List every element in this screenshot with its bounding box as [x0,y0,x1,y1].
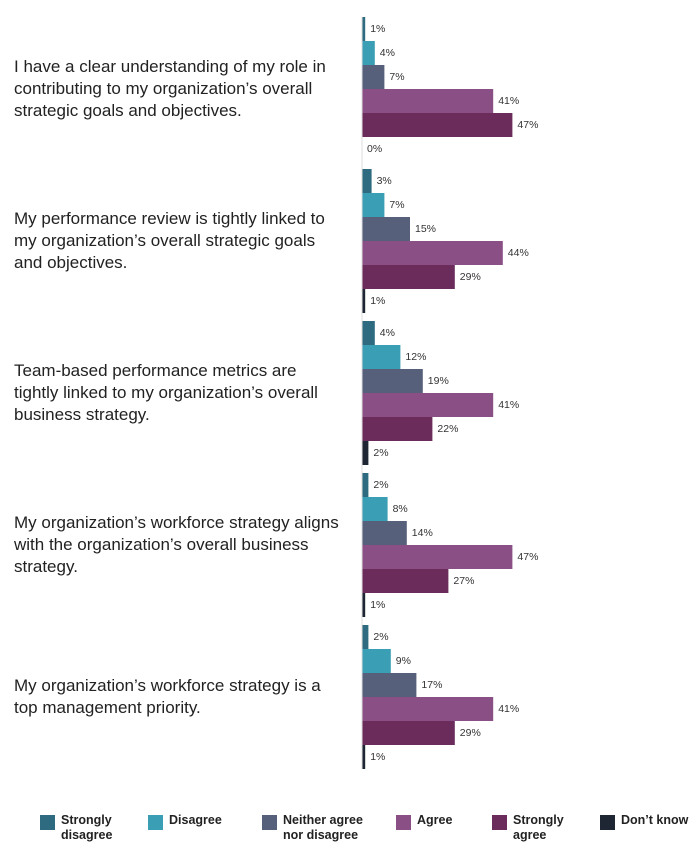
value-label: 41% [498,703,519,715]
value-label: 29% [460,727,481,739]
bar [362,673,417,697]
legend-label: Don’t know [621,813,689,827]
value-label: 8% [393,503,408,515]
bar [362,417,433,441]
bar [362,345,401,369]
bar [362,265,455,289]
value-label: 1% [370,23,385,35]
value-label: 27% [453,575,474,587]
value-label: 19% [428,375,449,387]
bar [362,593,366,617]
bar [362,321,375,345]
value-label: 44% [508,247,529,259]
legend-swatch [40,815,55,830]
bar [362,569,449,593]
value-label: 9% [396,655,411,667]
bar [362,113,513,137]
bar [362,649,391,673]
value-label: 47% [517,551,538,563]
value-label: 29% [460,271,481,283]
legend-label: Strongly agree [513,813,564,842]
value-label: 41% [498,95,519,107]
bar [362,545,513,569]
value-label: 14% [412,527,433,539]
value-label: 1% [370,599,385,611]
bar [362,393,494,417]
bar [362,473,369,497]
bar [362,89,494,113]
legend-swatch [148,815,163,830]
category-label: I have a clear understanding of my role … [14,57,326,120]
value-label: 17% [421,679,442,691]
value-label: 7% [389,199,404,211]
value-label: 0% [367,143,382,155]
bar [362,169,372,193]
bar [362,521,407,545]
bar [362,289,366,313]
bar [362,217,410,241]
category-label: My performance review is tightly linked … [14,209,325,272]
bar [362,193,385,217]
bar [362,625,369,649]
bar [362,17,366,41]
value-label: 1% [370,295,385,307]
value-label: 15% [415,223,436,235]
legend-swatch [396,815,411,830]
category-label: My organization’s workforce strategy is … [14,676,321,717]
value-label: 7% [389,71,404,83]
value-label: 2% [373,631,388,643]
value-label: 41% [498,399,519,411]
bar [362,369,423,393]
legend-label: Strongly disagree [61,813,113,842]
bar [362,697,494,721]
bar [362,721,455,745]
value-label: 2% [373,447,388,459]
legend-label: Agree [417,813,453,827]
value-label: 3% [377,175,392,187]
legend-label: Disagree [169,813,222,827]
value-label: 4% [380,47,395,59]
legend-swatch [262,815,277,830]
bar [362,745,366,769]
value-label: 12% [405,351,426,363]
bar [362,441,369,465]
bar [362,65,385,89]
value-label: 2% [373,479,388,491]
legend-label: Neither agree nor disagree [283,813,363,842]
category-label: Team-based performance metrics are tight… [14,361,318,424]
value-label: 1% [370,751,385,763]
value-label: 4% [380,327,395,339]
bar [362,241,503,265]
category-label: My organization’s workforce strategy ali… [14,513,339,576]
value-label: 47% [517,119,538,131]
legend-swatch [600,815,615,830]
bar [362,41,375,65]
value-label: 22% [437,423,458,435]
bar [362,497,388,521]
legend-swatch [492,815,507,830]
